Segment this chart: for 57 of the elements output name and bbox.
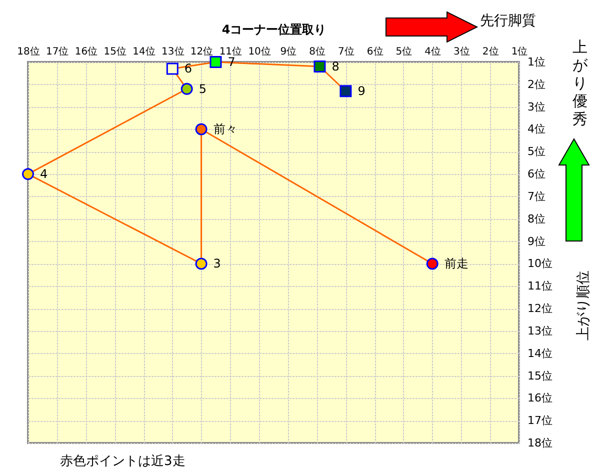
point bbox=[166, 62, 178, 75]
y-tick-label: 13位 bbox=[528, 324, 552, 338]
y-tick-label: 2位 bbox=[528, 78, 546, 91]
x-tick-label: 12位 bbox=[190, 46, 214, 58]
point bbox=[195, 123, 208, 136]
x-tick-label: 18位 bbox=[17, 46, 40, 58]
annotation: 9 bbox=[358, 84, 366, 98]
point bbox=[340, 85, 352, 98]
x-tick-label: 7位 bbox=[338, 46, 354, 58]
x-tick-label: 4位 bbox=[424, 46, 442, 58]
x-tick-label: 9位 bbox=[280, 46, 297, 58]
y-tick-label: 11位 bbox=[528, 280, 552, 293]
x-tick-label: 5位 bbox=[396, 46, 412, 58]
x-tick-label: 3位 bbox=[454, 46, 470, 58]
point bbox=[22, 168, 34, 180]
point bbox=[314, 60, 326, 72]
x-tick-label: 17位 bbox=[46, 46, 69, 58]
y-tick-label: 15位 bbox=[528, 369, 552, 382]
y-tick-label: 5位 bbox=[528, 145, 546, 158]
x-tick-label: 15位 bbox=[104, 46, 127, 58]
y-tick-label: 16位 bbox=[528, 392, 552, 405]
y-tick-label: 3位 bbox=[528, 100, 546, 114]
y-tick-label: 1位 bbox=[528, 56, 546, 68]
text: 先行脚質 bbox=[480, 12, 536, 30]
point bbox=[195, 258, 208, 270]
annotation: 前々 bbox=[213, 122, 238, 136]
x-tick-label: 2位 bbox=[482, 46, 499, 58]
y-tick-label: 14位 bbox=[528, 346, 552, 360]
x-tick-label: 10位 bbox=[248, 46, 271, 58]
y-tick-label: 9位 bbox=[528, 234, 546, 248]
x-tick-label: 11位 bbox=[219, 46, 242, 58]
text: 赤色ポイントは近3走 bbox=[60, 453, 186, 470]
annotation: 5 bbox=[198, 82, 206, 96]
y-tick-label: 12位 bbox=[528, 302, 552, 316]
point bbox=[180, 82, 193, 95]
y-tick-label: 6位 bbox=[528, 168, 546, 181]
annotation: 8 bbox=[332, 59, 340, 74]
y-tick-label: 8位 bbox=[528, 212, 546, 226]
y-axis-title: 上がり順位 bbox=[576, 270, 592, 340]
point bbox=[426, 258, 438, 270]
y-tick-label: 7位 bbox=[528, 190, 546, 203]
x-tick-label: 13位 bbox=[162, 46, 184, 58]
point bbox=[210, 56, 222, 68]
annotation: 3 bbox=[213, 256, 221, 271]
x-tick-label: 16位 bbox=[74, 46, 98, 58]
text: 上がり優秀 bbox=[572, 38, 588, 128]
y-tick-label: 17位 bbox=[528, 414, 552, 428]
y-tick-label: 10位 bbox=[528, 257, 552, 270]
x-tick-label: 14位 bbox=[132, 46, 156, 58]
x-tick-label: 6位 bbox=[366, 46, 384, 58]
annotation: 4 bbox=[40, 167, 48, 182]
x-tick-label: 8位 bbox=[309, 46, 326, 58]
x-axis-title: 4コーナー位置取り bbox=[222, 22, 326, 36]
y-tick-label: 18位 bbox=[528, 436, 552, 450]
y-tick-label: 4位 bbox=[528, 122, 546, 136]
annotation: 前走 bbox=[444, 256, 468, 271]
x-tick-label: 1位 bbox=[511, 46, 528, 58]
